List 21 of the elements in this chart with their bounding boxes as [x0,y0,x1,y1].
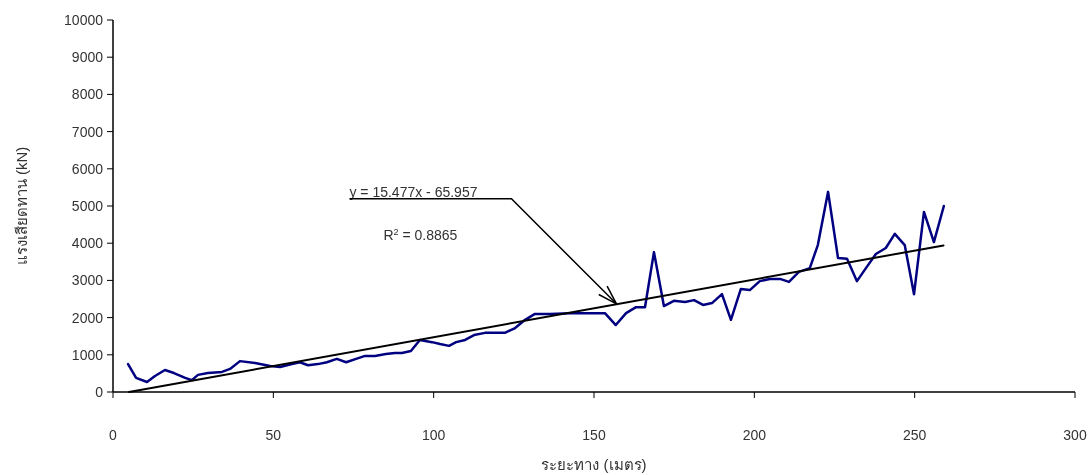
y-tick-label: 5000 [71,198,104,214]
x-tick-label: 50 [265,427,282,443]
x-tick-label: 0 [109,427,118,443]
y-tick-label: 1000 [71,346,104,363]
y-tick-label: 2000 [71,309,104,326]
y-tick-label: 0 [95,384,104,400]
x-tick-label: 300 [1063,427,1087,443]
y-tick-label: 3000 [71,272,104,289]
y-tick-label: 7000 [71,123,104,140]
x-tick-label: 150 [582,427,606,443]
y-tick-label: 6000 [71,160,104,177]
y-tick-label: 10000 [64,12,104,28]
y-tick-label: 8000 [71,86,104,103]
x-tick-label: 250 [902,427,927,443]
x-tick-label: 100 [421,427,446,443]
annotation: R$^{2}$ = 0.8865 [383,226,458,243]
y-axis-title: แรงเสียดทาน (kN) [13,146,30,266]
x-axis-title: ระยะทาง (เมตร) [541,456,647,473]
x-tick-label: 200 [742,427,767,443]
y-tick-label: 9000 [71,49,104,66]
y-tick-label: 4000 [71,235,104,252]
